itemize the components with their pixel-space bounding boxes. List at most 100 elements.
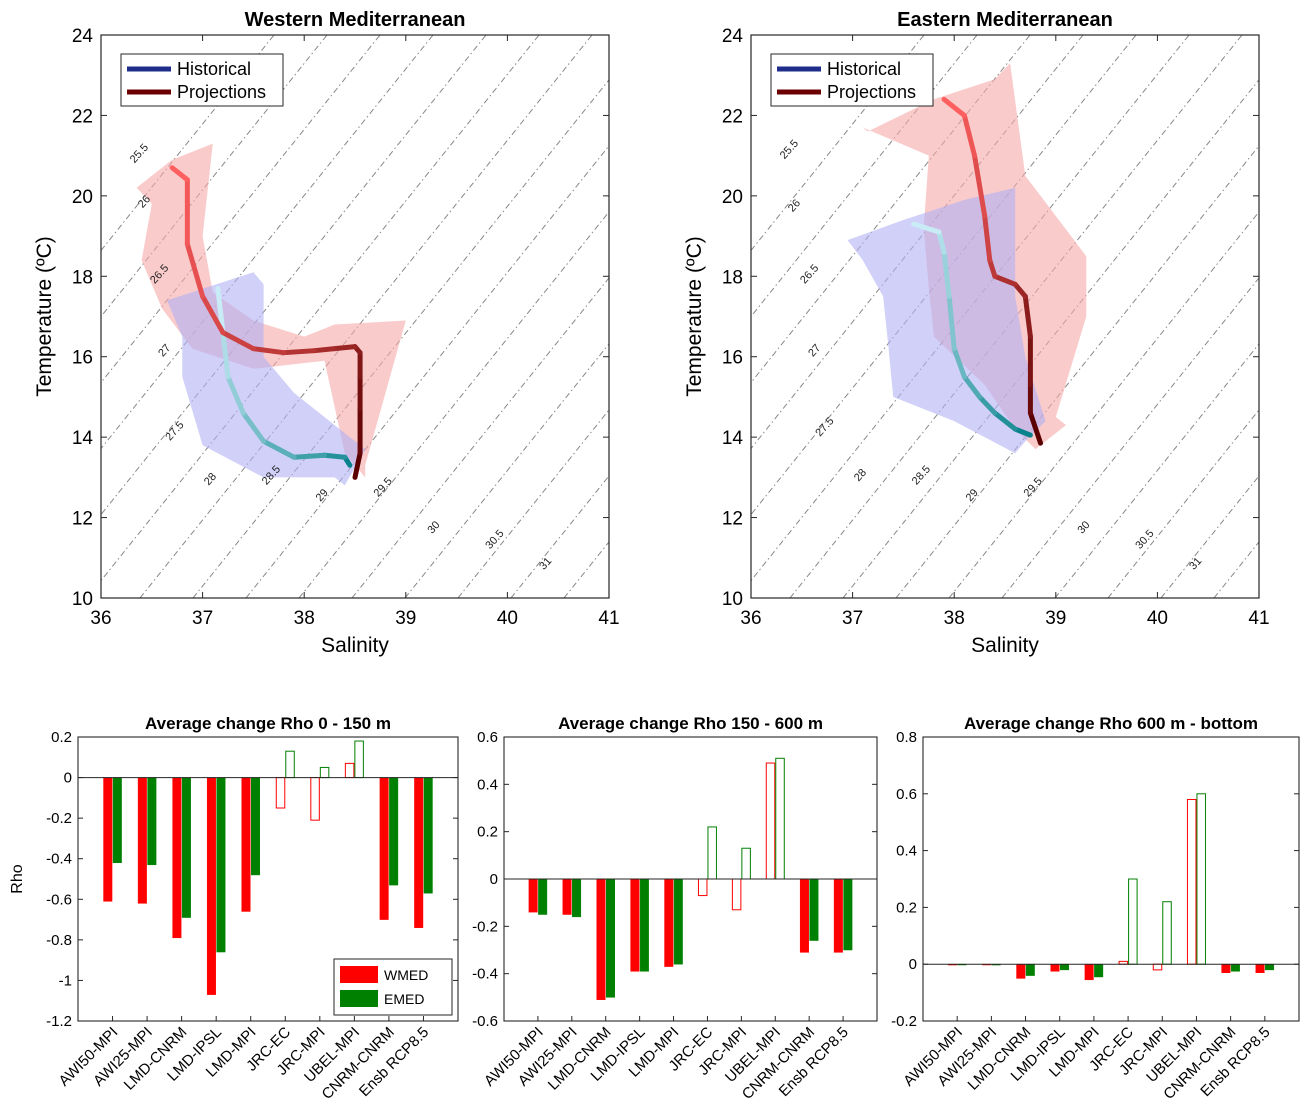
y-axis-label: Rho [9, 864, 26, 893]
y-tick-label: 22 [72, 106, 93, 127]
projections-curve-segment [987, 257, 998, 279]
isopycnal-line [245, 145, 609, 598]
y-tick-label: 14 [722, 428, 744, 449]
wmed-bar [1221, 963, 1231, 973]
legend: WMED EMED [333, 958, 453, 1016]
y-tick-label: 10 [72, 589, 93, 610]
y-tick-label: 0.8 [896, 729, 917, 746]
historical-curve-segment [977, 394, 998, 416]
chart-title: Average change Rho 0 - 150 m [145, 714, 391, 733]
emed-bar [112, 777, 122, 864]
ticks: 36 37 38 39 40 41 10 12 14 16 18 20 22 24 [722, 26, 1270, 629]
y-tick-label: 12 [72, 509, 93, 530]
isopycnal-label: 27 [156, 342, 173, 359]
y-tick-label: 24 [72, 26, 94, 47]
y-axis-label: Temperature (ºC) [33, 236, 56, 397]
wmed-bar [1050, 963, 1060, 972]
wmed-bar [562, 878, 572, 915]
y-tick-label: 20 [722, 187, 743, 208]
isopycnal-label: 30.5 [1133, 528, 1156, 552]
wmed-bar [1084, 963, 1094, 981]
y-tick-label: 0.2 [51, 729, 72, 746]
plot-background [923, 737, 1299, 1021]
legend-emed-swatch [340, 990, 378, 1007]
historical-curve-segment [941, 249, 952, 299]
emed-bar [181, 777, 191, 918]
isopycnal-label: 30 [425, 519, 442, 536]
plot-frame [922, 736, 1300, 1022]
emed-bar [147, 777, 157, 866]
projections-curve-segment [184, 241, 206, 299]
wmed-bar [414, 777, 424, 928]
isopycnal-label: 31 [1187, 555, 1204, 572]
y-tick-label: 0.4 [477, 776, 498, 793]
emed-bar [572, 878, 582, 918]
isopycnal-line [1054, 343, 1259, 598]
y-tick-label: 0.4 [896, 843, 917, 860]
isopycnal-line [101, 35, 540, 582]
legend-emed-label: EMED [384, 991, 424, 1007]
wmed-bar [596, 878, 606, 1000]
emed-bar [775, 757, 785, 880]
wmed-bar [103, 777, 113, 902]
isopycnal-label: 28 [202, 471, 219, 488]
wmed-bar [137, 777, 147, 904]
y-tick-label: -1.2 [46, 1013, 72, 1030]
wmed-bar [344, 762, 355, 779]
historical-curve-segment [225, 374, 246, 416]
historical-curve-segment [291, 452, 328, 460]
emed-bar [1265, 963, 1275, 971]
y-tick-label: -0.8 [46, 932, 72, 949]
ts-diagram-1: 25.5 26 26.5 27 27.5 28 28.5 29 29.5 30 30.5 31 36 37… [683, 9, 1270, 657]
chart-title: Average change Rho 150 - 600 m [558, 714, 823, 733]
y-tick-label: 0.6 [896, 786, 917, 803]
x-axis-label: Salinity [971, 634, 1039, 657]
projections-curve-segment [220, 330, 256, 352]
projections-curve-segment [972, 153, 988, 219]
emed-bar [319, 766, 330, 779]
x-tick-label: 39 [1045, 608, 1066, 629]
isopycnal-label: 27 [806, 342, 823, 359]
projections-curve-segment [311, 346, 338, 354]
isopycnal-line [948, 211, 1259, 598]
emed-bar [1196, 793, 1206, 965]
emed-bar [1128, 878, 1138, 965]
emed-bar [285, 750, 295, 779]
y-tick-label: 12 [722, 509, 743, 530]
emed-bar [423, 777, 433, 894]
wmed-bar [241, 777, 251, 912]
x-tick-label: 36 [90, 608, 111, 629]
isopycnal-label: 29.5 [372, 475, 395, 499]
wmed-bar [1016, 963, 1026, 979]
isopycnal-label: 28.5 [910, 463, 933, 487]
y-tick-label: -0.4 [46, 851, 72, 868]
ticks: 36 37 38 39 40 41 10 12 14 16 18 20 22 24 [72, 26, 620, 629]
isopycnal-line [404, 343, 609, 598]
emed-bar [1025, 963, 1035, 976]
plot-frame [77, 736, 459, 1022]
x-tick-label: 41 [598, 608, 619, 629]
isopycnal-label: 27.5 [163, 419, 186, 443]
x-tick-label: 40 [1147, 608, 1168, 629]
wmed-bar [206, 777, 216, 995]
wmed-bar [310, 777, 320, 821]
projections-curve-segment [1027, 410, 1044, 446]
historical-curve-segment [240, 410, 267, 444]
x-tick-label: 38 [294, 608, 315, 629]
historical-curve [215, 285, 353, 468]
wmed-bar [765, 762, 776, 880]
legend-wmed-label: WMED [384, 967, 428, 983]
projections-curve-segment [1022, 293, 1033, 340]
y-tick-label: -0.2 [46, 810, 72, 827]
historical-curve-segment [992, 410, 1018, 432]
bar-chart-1: -1.2-1-0.8-0.6-0.4-0.200.2AWI50-MPIAWI25… [9, 714, 459, 1103]
emed-bar [707, 826, 717, 880]
y-tick-label: 18 [722, 267, 743, 288]
wmed-bar [697, 878, 708, 897]
historical-curve-segment [220, 330, 231, 380]
projections-curve-segment [281, 348, 317, 356]
isopycnal-label: 28 [852, 467, 869, 484]
projections-curve-segment [332, 344, 358, 352]
y-tick-label: -0.6 [472, 1013, 498, 1030]
